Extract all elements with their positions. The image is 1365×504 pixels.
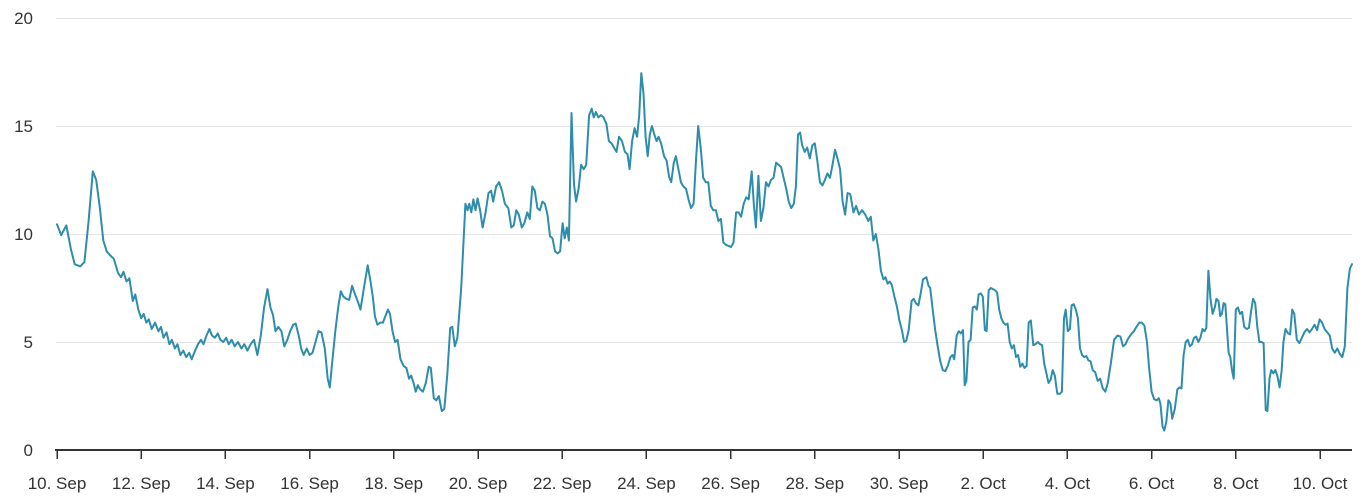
x-axis-labels: 10. Sep 12. Sep 14. Sep 16. Sep 18. Sep 20. S… (28, 474, 1348, 493)
x-axis-label: 20. Sep (449, 474, 508, 493)
x-axis-label: 4. Oct (1045, 474, 1091, 493)
x-axis-label: 26. Sep (701, 474, 760, 493)
series-line[interactable] (56, 72, 1353, 432)
y-axis-labels: 0 5 10 15 20 (14, 9, 33, 460)
x-axis-label: 28. Sep (785, 474, 844, 493)
y-axis-label: 10 (14, 225, 33, 244)
gridlines (56, 18, 1352, 343)
x-axis-label: 22. Sep (533, 474, 592, 493)
x-axis-label: 10. Sep (28, 474, 87, 493)
x-axis-label: 12. Sep (112, 474, 171, 493)
y-axis-label: 20 (14, 9, 33, 28)
x-axis-label: 30. Sep (870, 474, 929, 493)
x-axis-label: 10. Oct (1293, 474, 1348, 493)
x-axis-label: 14. Sep (196, 474, 255, 493)
x-axis (55, 449, 1352, 459)
x-axis-label: 16. Sep (280, 474, 339, 493)
x-axis-label: 18. Sep (364, 474, 423, 493)
y-axis-label: 0 (24, 441, 33, 460)
x-axis-label: 8. Oct (1213, 474, 1259, 493)
y-axis-label: 5 (24, 333, 33, 352)
x-axis-label: 24. Sep (617, 474, 676, 493)
x-axis-label: 6. Oct (1129, 474, 1175, 493)
x-axis-label: 2. Oct (961, 474, 1007, 493)
y-axis-label: 15 (14, 117, 33, 136)
